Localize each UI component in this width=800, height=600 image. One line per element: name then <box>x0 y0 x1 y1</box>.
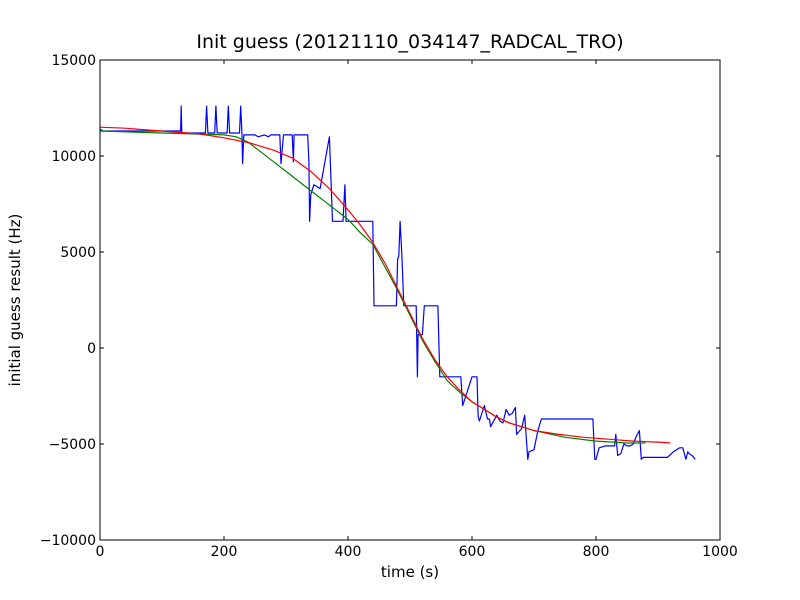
x-tick-label: 0 <box>96 544 105 560</box>
chart-title: Init guess (20121110_034147_RADCAL_TRO) <box>196 31 623 53</box>
x-tick-label: 600 <box>459 544 486 560</box>
series-line-3 <box>100 126 671 444</box>
series-layer <box>100 105 696 460</box>
x-tick-label: 200 <box>211 544 238 560</box>
y-tick-label: 0 <box>87 341 96 357</box>
x-tick-label: 1000 <box>702 544 738 560</box>
x-axis-label: time (s) <box>381 563 439 581</box>
y-tick-label: −10000 <box>40 533 96 549</box>
y-tick-label: 5000 <box>60 245 96 261</box>
y-axis-label: initial guess result (Hz) <box>6 214 24 387</box>
x-tick-label: 400 <box>335 544 362 560</box>
y-tick-label: 15000 <box>51 53 96 69</box>
y-tick-label: 10000 <box>51 149 96 165</box>
series-line-1 <box>100 105 696 460</box>
x-axis: 0 200 400 600 800 1000 <box>96 60 738 560</box>
y-axis: −10000 −5000 0 5000 10000 15000 <box>40 53 720 549</box>
y-tick-label: −5000 <box>49 437 96 453</box>
x-tick-label: 800 <box>583 544 610 560</box>
plot-frame <box>99 59 721 541</box>
